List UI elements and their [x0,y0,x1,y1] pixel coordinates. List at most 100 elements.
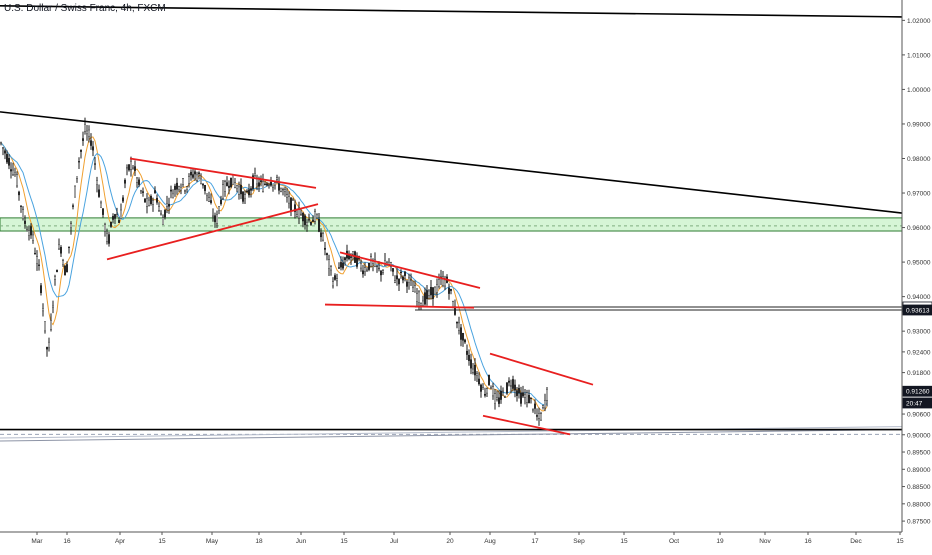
candle-body [186,186,188,190]
candle-body [350,256,352,258]
candle-body [108,234,110,244]
red-triangle-apr-jun-upper[interactable] [129,157,317,189]
candle-body [400,271,402,274]
candle-body [420,303,422,306]
candle-body [102,208,104,215]
candle-body [516,390,518,396]
candle-body [180,187,182,191]
candle-body [154,190,156,194]
candle-body [162,217,164,225]
candle-body [214,215,216,223]
candle-body [56,269,58,273]
candle-body [124,179,126,184]
grey-diagonal-line[interactable] [0,429,903,442]
y-tick-label: 0.98000 [907,156,931,163]
candle-body [520,392,522,404]
candle-body [342,262,344,269]
candle-body [284,189,286,193]
candle-body [276,177,278,180]
candle-body [330,266,332,271]
candle-body [280,187,282,192]
candle-body [98,189,100,197]
candle-body [308,219,310,221]
candle-body [362,270,364,275]
candle-body [292,199,294,201]
candle-body [540,413,542,421]
candle-body [322,233,324,241]
time-axis[interactable] [0,532,932,550]
support-zone[interactable] [0,217,903,232]
candle-body [42,308,44,312]
price-axis[interactable] [902,0,932,550]
y-tick-label: 0.93000 [907,329,931,336]
x-tick-label: 19 [716,538,724,545]
candle-body [22,209,24,219]
candle-body [228,185,230,188]
y-tick-label: 0.89500 [907,450,931,457]
candle-body [476,373,478,376]
candle-body [472,368,474,373]
candle-body [376,265,378,267]
candle-body [364,267,366,272]
candle-body [130,160,132,170]
x-tick-label: Oct [669,538,679,545]
candle-body [314,211,316,222]
red-channel-jun-jul-upper[interactable] [339,251,481,289]
candle-body [374,259,376,267]
black-trendline-1[interactable] [0,5,903,18]
grey-diagonal-line-upper[interactable] [0,426,903,439]
red-triangle-apr-jun-lower[interactable] [106,203,319,261]
candle-body [250,188,252,191]
candle-body [190,171,192,176]
red-wedge-aug-lower[interactable] [482,414,571,436]
candle-body [254,173,256,176]
candle-body [498,397,500,404]
candle-body [506,382,508,394]
candle-body [230,177,232,188]
candle-body [518,387,520,394]
candle-body [300,213,302,216]
candle-body [514,384,516,391]
candle-body [164,209,166,218]
candle-body [176,182,178,190]
candle-body [112,216,114,220]
red-wedge-aug-upper[interactable] [489,352,594,386]
candle-body [258,182,260,187]
candle-body [80,150,82,152]
candle-body [114,214,116,219]
candle-body [12,169,14,175]
candle-body [6,153,8,163]
candle-body [282,188,284,191]
candle-body [326,253,328,256]
candle-body [128,164,130,171]
candle-body [110,221,112,227]
price-label: 0.91260 [906,389,930,396]
candle-body [72,205,74,207]
candle-body [96,180,98,186]
candle-body [530,397,532,399]
candle-body [218,206,220,211]
candle-body [294,204,296,212]
candle-body [534,403,536,409]
candle-body [392,268,394,272]
candle-body [274,182,276,186]
red-channel-jun-jul-lower[interactable] [324,303,475,309]
candle-body [478,378,480,385]
candle-body [206,193,208,196]
candle-body [86,130,88,135]
x-tick-label: May [206,538,219,545]
candle-body [90,140,92,146]
candle-body [542,405,544,408]
candle-body [298,207,300,219]
candle-body [324,247,326,250]
candle-body [4,150,6,154]
black-trendline-0[interactable] [0,111,903,214]
candle-body [494,393,496,404]
candle-body [480,384,482,392]
candle-body [184,190,186,192]
x-tick-label: 15 [158,538,166,545]
candle-body [448,287,450,294]
candle-body [460,327,462,340]
